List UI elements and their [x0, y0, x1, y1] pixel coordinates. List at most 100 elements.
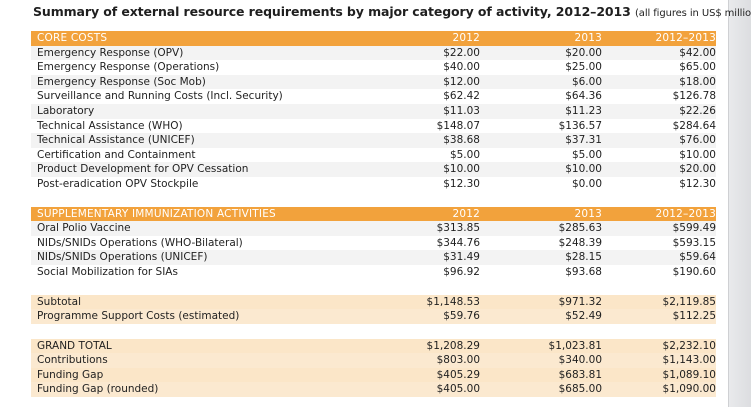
row-label: Subtotal: [37, 295, 81, 308]
value-2013: $340.00: [558, 354, 602, 367]
value-total: $59.64: [679, 251, 716, 264]
value-2012: $38.68: [443, 134, 480, 147]
row-label: NIDs/SNIDs Operations (UNICEF): [37, 251, 208, 264]
value-2012: $10.00: [443, 163, 480, 176]
table-row: Emergency Response (Operations) $40.00 $25…: [31, 60, 716, 75]
row-label: Funding Gap (rounded): [37, 383, 159, 396]
value-2012: $62.42: [443, 90, 480, 103]
value-2013: $37.31: [565, 134, 602, 147]
value-2013: $28.15: [565, 251, 602, 264]
value-total: $126.78: [672, 90, 716, 103]
value-total: $190.60: [672, 265, 716, 278]
value-2013: $52.49: [565, 310, 602, 323]
table-row: Funding Gap (rounded) $405.00 $685.00 $1,09…: [31, 382, 716, 398]
value-2013: $25.00: [565, 61, 602, 74]
value-2012: $148.07: [436, 119, 480, 132]
resource-requirements-table: CORE COSTS 2012 2013 2012–2013 Emergency…: [31, 31, 716, 412]
table-row: Social Mobilization for SIAs $96.92 $93.68…: [31, 264, 716, 280]
row-label: Social Mobilization for SIAs: [37, 265, 178, 278]
header-2012: 2012: [452, 207, 480, 220]
header-2013: 2013: [574, 32, 602, 44]
value-2013: $683.81: [558, 368, 602, 381]
value-total: $65.00: [679, 61, 716, 74]
table-row: Oral Polio Vaccine $313.85 $285.63 $599.49: [31, 221, 716, 236]
core-costs-section: CORE COSTS 2012 2013 2012–2013 Emergency…: [31, 31, 716, 192]
table-row: Surveillance and Running Costs (Incl. Se…: [31, 89, 716, 104]
grand-total-section: GRAND TOTAL $1,208.29 $1,023.81 $2,232.10 Co…: [31, 338, 716, 398]
value-2012: $405.29: [436, 368, 480, 381]
value-total: $42.00: [679, 46, 716, 59]
value-2013: $5.00: [571, 148, 602, 161]
row-label: GRAND TOTAL: [37, 339, 112, 352]
value-2013: $685.00: [558, 383, 602, 396]
table-row: Technical Assistance (WHO) $148.07 $136.57…: [31, 118, 716, 134]
value-2013: $1,023.81: [548, 339, 602, 352]
row-label: Technical Assistance (WHO): [37, 119, 183, 132]
value-2013: $248.39: [558, 236, 602, 249]
row-label: Oral Polio Vaccine: [37, 222, 131, 235]
value-2013: $971.32: [558, 295, 602, 308]
value-2013: $0.00: [571, 177, 602, 190]
table-row: Laboratory $11.03 $11.23 $22.26: [31, 103, 716, 119]
value-total: $1,090.00: [662, 383, 716, 396]
table-row: Contributions $803.00 $340.00 $1,143.00: [31, 353, 716, 368]
value-total: $1,143.00: [662, 354, 716, 367]
table-row: Technical Assistance (UNICEF) $38.68 $37.3…: [31, 133, 716, 148]
table-title: Summary of external resource requirement…: [33, 4, 751, 19]
row-label: Emergency Response (Operations): [37, 61, 220, 74]
core-costs-body: Emergency Response (OPV) $22.00 $20.00 $42.…: [31, 45, 716, 192]
value-total: $2,119.85: [662, 295, 716, 308]
value-2013: $10.00: [565, 163, 602, 176]
table-row: Programme Support Costs (estimated) $59.7…: [31, 309, 716, 324]
row-label: Emergency Response (Soc Mob): [37, 75, 206, 88]
title-text: Summary of external resource requirement…: [33, 4, 631, 19]
value-2013: $136.57: [558, 119, 602, 132]
value-2012: $12.30: [443, 177, 480, 190]
value-2012: $96.92: [443, 265, 480, 278]
value-total: $593.15: [672, 236, 716, 249]
sia-body: Oral Polio Vaccine $313.85 $285.63 $599.49 N…: [31, 221, 716, 280]
value-2012: $11.03: [443, 104, 480, 117]
value-total: $284.64: [672, 119, 716, 132]
row-label: Laboratory: [37, 104, 95, 117]
value-total: $76.00: [679, 134, 716, 147]
row-label: Product Development for OPV Cessation: [37, 163, 249, 176]
header-category: SUPPLEMENTARY IMMUNIZATION ACTIVITIES: [37, 207, 276, 220]
value-2012: $40.00: [443, 61, 480, 74]
table-row: NIDs/SNIDs Operations (UNICEF) $31.49 $28.…: [31, 250, 716, 265]
header-2012: 2012: [452, 32, 480, 44]
row-label: Surveillance and Running Costs (Incl. Se…: [37, 90, 283, 103]
table-row: Emergency Response (OPV) $22.00 $20.00 $42.…: [31, 45, 716, 61]
header-total: 2012–2013: [655, 32, 716, 44]
row-label: Funding Gap: [37, 368, 104, 381]
window-edge: [728, 0, 751, 407]
value-total: $112.25: [672, 310, 716, 323]
value-2012: $1,148.53: [426, 295, 480, 308]
value-2012: $31.49: [443, 251, 480, 264]
value-2013: $285.63: [558, 222, 602, 235]
value-2013: $11.23: [565, 104, 602, 117]
value-2012: $12.00: [443, 75, 480, 88]
value-2012: $313.85: [436, 222, 480, 235]
header-total: 2012–2013: [655, 207, 716, 220]
table-row: Emergency Response (Soc Mob) $12.00 $6.00 $…: [31, 74, 716, 90]
row-label: Emergency Response (OPV): [37, 46, 184, 59]
value-total: $18.00: [679, 75, 716, 88]
row-label: Certification and Containment: [37, 148, 196, 161]
value-2012: $405.00: [436, 383, 480, 396]
row-label: Contributions: [37, 354, 108, 367]
subtotal-section: Subtotal $1,148.53 $971.32 $2,119.85 Program…: [31, 294, 716, 324]
header-category: CORE COSTS: [37, 32, 108, 44]
value-2013: $6.00: [571, 75, 602, 88]
value-2012: $22.00: [443, 46, 480, 59]
value-2012: $59.76: [443, 310, 480, 323]
value-total: $10.00: [679, 148, 716, 161]
value-total: $1,089.10: [662, 368, 716, 381]
table-row: NIDs/SNIDs Operations (WHO-Bilateral) $34…: [31, 235, 716, 251]
value-2013: $64.36: [565, 90, 602, 103]
header-2013: 2013: [574, 207, 602, 220]
value-2013: $20.00: [565, 46, 602, 59]
table-row: Product Development for OPV Cessation $10…: [31, 162, 716, 177]
value-2012: $1,208.29: [426, 339, 480, 352]
sia-section: SUPPLEMENTARY IMMUNIZATION ACTIVITIES 20…: [31, 206, 716, 280]
